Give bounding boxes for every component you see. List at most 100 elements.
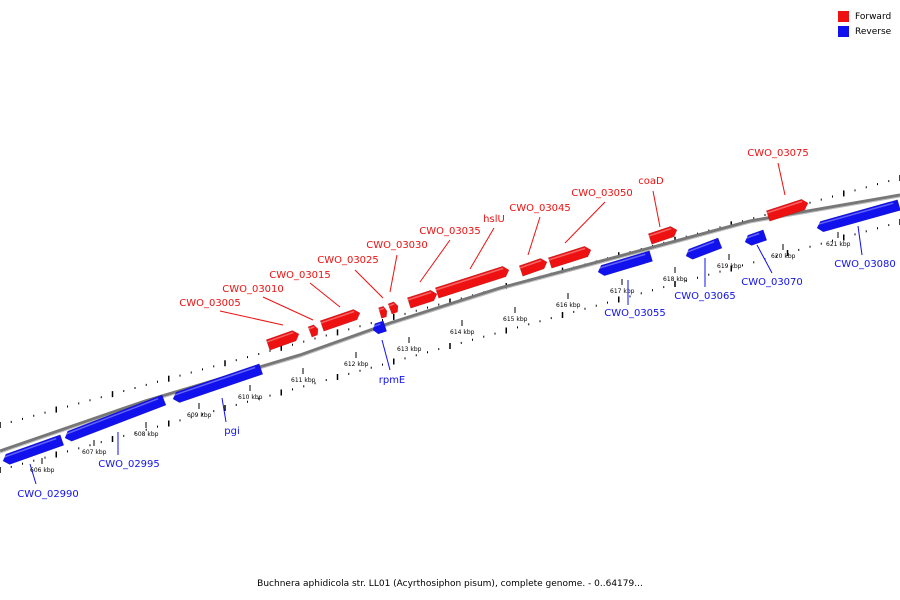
- legend-forward-label: Forward: [855, 11, 892, 22]
- caption: Buchnera aphidicola str. LL01 (Acyrthosi…: [257, 579, 643, 589]
- gene-cwo_03035-leader: [419, 239, 451, 283]
- gene-hslu-feature: [434, 266, 510, 299]
- gene-cwo_03015-feature: [319, 309, 361, 332]
- gene-cwo_03055-highlight: [596, 253, 646, 270]
- gene-cwo_03010-label: CWO_03010: [222, 284, 284, 295]
- gene-cwo_03015-leader: [309, 282, 341, 308]
- genome-backbone-shadow: [0, 196, 900, 454]
- gene-pgi-highlight: [171, 366, 256, 397]
- gene-rpme-feature: [372, 320, 388, 335]
- gene-cwo_03070-label: CWO_03070: [741, 277, 803, 288]
- gene-cwo_03035-feature: [406, 290, 438, 309]
- gene-cwo_03050-label: CWO_03050: [571, 188, 633, 199]
- gene-cwo_03075-leader: [777, 162, 786, 196]
- gene-cwo_03050-feature: [547, 246, 592, 269]
- gene-hslu-highlight: [435, 267, 504, 291]
- gene-cwo_03025-feature: [378, 306, 388, 319]
- gene-cwo_03075-feature: [765, 199, 809, 222]
- axis-tick-label: 617 kbp: [610, 288, 635, 295]
- gene-cwo_03055-label: CWO_03055: [604, 308, 666, 319]
- gene-cwo_03055-feature: [597, 250, 653, 277]
- genome-backbone: [0, 193, 900, 453]
- gene-cwo_02995-highlight: [63, 397, 159, 436]
- gene-pgi-feature: [172, 363, 264, 403]
- gene-cwo_03030-label: CWO_03030: [366, 240, 428, 251]
- gene-rpme-leader: [381, 339, 391, 371]
- gene-cwo_03025-highlight: [378, 307, 385, 311]
- axis-tick-label: 610 kbp: [238, 394, 263, 401]
- gene-cwo_03045-label: CWO_03045: [509, 203, 571, 214]
- gene-cwo_03010-feature: [307, 324, 319, 338]
- axis-tick-label: 614 kbp: [450, 329, 475, 336]
- gene-cwo_03070-feature: [744, 229, 768, 246]
- gene-cwo_03070-highlight: [743, 232, 760, 240]
- gene-cwo_03050-leader: [564, 201, 606, 244]
- gene-cwo_02990-leader: [29, 463, 37, 485]
- gene-cwo_03045-leader: [527, 216, 541, 256]
- axis-tick-label: 611 kbp: [291, 377, 316, 384]
- gene-cwo_03035-highlight: [407, 291, 432, 301]
- gene-cwo_03070-leader: [756, 244, 773, 274]
- axis-tick-label: 616 kbp: [556, 302, 581, 309]
- gene-hslu-leader: [469, 227, 495, 270]
- axis-tick-label: 613 kbp: [397, 346, 422, 353]
- gene-cwo_03005-feature: [265, 330, 300, 351]
- legend-forward: Forward: [838, 9, 898, 24]
- gene-cwo_03080-leader: [857, 225, 863, 256]
- gene-cwo_03030-highlight: [388, 303, 395, 307]
- axis-tick-label: 620 kbp: [771, 253, 796, 260]
- gene-cwo_03050-highlight: [548, 247, 586, 261]
- gene-cwo_03025-leader: [354, 269, 384, 299]
- gene-cwo_03030-leader: [389, 254, 398, 293]
- axis-tick-label: 615 kbp: [503, 316, 528, 323]
- gene-cwo_03075-label: CWO_03075: [747, 148, 809, 159]
- gene-cwo_03080-feature: [816, 199, 900, 233]
- gene-cwo_03080-highlight: [815, 202, 894, 226]
- legend-reverse-label: Reverse: [855, 26, 892, 37]
- gene-cwo_03065-highlight: [684, 240, 715, 254]
- gene-cwo_03035-label: CWO_03035: [419, 226, 481, 237]
- gene-cwo_03065-label: CWO_03065: [674, 291, 736, 302]
- gene-cwo_03005-highlight: [266, 331, 294, 343]
- gene-hslu-label: hslU: [483, 214, 505, 225]
- gene-cwo_02995-label: CWO_02995: [98, 459, 160, 470]
- axis-tick-label: 621 kbp: [826, 241, 851, 248]
- gene-cwo_03005-leader: [219, 310, 284, 326]
- forward-swatch: [838, 11, 849, 22]
- gene-coad-feature: [647, 226, 678, 245]
- gene-coad-leader: [652, 190, 661, 228]
- gene-cwo_03045-highlight: [519, 259, 542, 269]
- axis-tick-label: 606 kbp: [30, 467, 55, 474]
- axis-tick-label: 607 kbp: [82, 449, 107, 456]
- axis-tick-label: 609 kbp: [187, 412, 212, 419]
- gene-coad-highlight: [648, 227, 672, 237]
- axis-tick-label: 619 kbp: [717, 263, 742, 270]
- gene-cwo_02990-highlight: [1, 437, 57, 459]
- gene-rpme-highlight: [371, 323, 381, 328]
- gene-cwo_02990-label: CWO_02990: [17, 489, 79, 500]
- axis-tick-label: 608 kbp: [134, 431, 159, 438]
- gene-cwo_03005-label: CWO_03005: [179, 298, 241, 309]
- gene-cwo_03015-highlight: [320, 310, 355, 324]
- legend-reverse: Reverse: [838, 24, 898, 39]
- reverse-swatch: [838, 26, 849, 37]
- gene-coad-label: coaD: [638, 176, 664, 187]
- gene-cwo_02995-feature: [64, 394, 167, 442]
- gene-cwo_03025-label: CWO_03025: [317, 255, 379, 266]
- gene-rpme-label: rpmE: [379, 375, 406, 386]
- gene-pgi-leader: [221, 397, 227, 423]
- axis-tick-label: 618 kbp: [663, 276, 688, 283]
- legend: Forward Reverse: [838, 9, 898, 39]
- gene-cwo_03010-leader: [262, 296, 314, 321]
- gene-cwo_03075-highlight: [766, 200, 803, 214]
- gene-cwo_02990-feature: [2, 434, 65, 465]
- axis-tick-label: 612 kbp: [344, 361, 369, 368]
- gene-cwo_03015-label: CWO_03015: [269, 270, 331, 281]
- gene-cwo_03010-highlight: [308, 326, 315, 330]
- gene-cwo_03065-feature: [685, 237, 723, 260]
- gene-pgi-label: pgi: [224, 426, 239, 437]
- gene-cwo_03045-feature: [518, 258, 548, 277]
- gene-cwo_03080-label: CWO_03080: [834, 259, 896, 270]
- gene-cwo_03030-feature: [387, 301, 399, 315]
